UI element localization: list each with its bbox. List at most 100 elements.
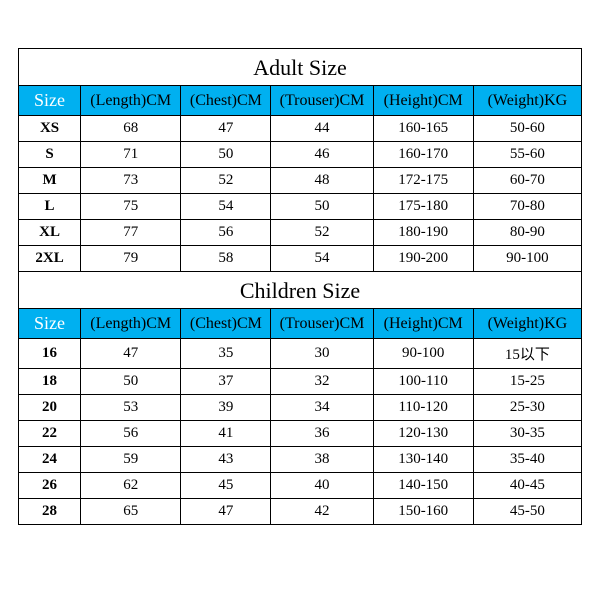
table-row: 18 50 37 32 100-110 15-25 — [19, 369, 582, 395]
cell-length: 47 — [81, 339, 181, 369]
cell-size: 22 — [19, 421, 81, 447]
cell-trouser: 46 — [271, 142, 373, 168]
cell-chest: 35 — [181, 339, 271, 369]
cell-height: 110-120 — [373, 395, 473, 421]
cell-trouser: 40 — [271, 473, 373, 499]
size-chart-table: Adult Size Size (Length)CM (Chest)CM (Tr… — [18, 48, 582, 525]
table-row: XL 77 56 52 180-190 80-90 — [19, 220, 582, 246]
cell-size: 18 — [19, 369, 81, 395]
cell-size: 28 — [19, 499, 81, 525]
size-chart-page: Adult Size Size (Length)CM (Chest)CM (Tr… — [0, 0, 600, 600]
cell-trouser: 48 — [271, 168, 373, 194]
cell-weight: 60-70 — [473, 168, 581, 194]
cell-weight: 70-80 — [473, 194, 581, 220]
cell-chest: 41 — [181, 421, 271, 447]
cell-size: XS — [19, 116, 81, 142]
cell-chest: 45 — [181, 473, 271, 499]
cell-chest: 47 — [181, 499, 271, 525]
cell-length: 77 — [81, 220, 181, 246]
cell-weight: 15以下 — [473, 339, 581, 369]
cell-height: 140-150 — [373, 473, 473, 499]
adult-title-row: Adult Size — [19, 49, 582, 86]
cell-chest: 39 — [181, 395, 271, 421]
cell-chest: 43 — [181, 447, 271, 473]
cell-height: 160-165 — [373, 116, 473, 142]
col-size: Size — [19, 86, 81, 116]
cell-chest: 37 — [181, 369, 271, 395]
cell-trouser: 38 — [271, 447, 373, 473]
cell-length: 50 — [81, 369, 181, 395]
col-trouser: (Trouser)CM — [271, 86, 373, 116]
col-length: (Length)CM — [81, 86, 181, 116]
cell-height: 175-180 — [373, 194, 473, 220]
adult-title: Adult Size — [19, 49, 582, 86]
cell-trouser: 50 — [271, 194, 373, 220]
cell-trouser: 30 — [271, 339, 373, 369]
table-row: 26 62 45 40 140-150 40-45 — [19, 473, 582, 499]
cell-weight: 15-25 — [473, 369, 581, 395]
col-size: Size — [19, 309, 81, 339]
cell-trouser: 54 — [271, 246, 373, 272]
cell-size: 24 — [19, 447, 81, 473]
cell-size: L — [19, 194, 81, 220]
cell-length: 59 — [81, 447, 181, 473]
cell-height: 120-130 — [373, 421, 473, 447]
children-header-row: Size (Length)CM (Chest)CM (Trouser)CM (H… — [19, 309, 582, 339]
cell-chest: 56 — [181, 220, 271, 246]
table-row: 28 65 47 42 150-160 45-50 — [19, 499, 582, 525]
cell-height: 150-160 — [373, 499, 473, 525]
cell-height: 180-190 — [373, 220, 473, 246]
cell-chest: 47 — [181, 116, 271, 142]
cell-weight: 90-100 — [473, 246, 581, 272]
cell-height: 100-110 — [373, 369, 473, 395]
cell-size: 20 — [19, 395, 81, 421]
cell-weight: 30-35 — [473, 421, 581, 447]
cell-size: S — [19, 142, 81, 168]
table-row: 20 53 39 34 110-120 25-30 — [19, 395, 582, 421]
cell-size: M — [19, 168, 81, 194]
cell-trouser: 32 — [271, 369, 373, 395]
cell-chest: 52 — [181, 168, 271, 194]
col-chest: (Chest)CM — [181, 86, 271, 116]
table-row: M 73 52 48 172-175 60-70 — [19, 168, 582, 194]
cell-height: 190-200 — [373, 246, 473, 272]
col-length: (Length)CM — [81, 309, 181, 339]
cell-trouser: 44 — [271, 116, 373, 142]
table-row: S 71 50 46 160-170 55-60 — [19, 142, 582, 168]
cell-height: 160-170 — [373, 142, 473, 168]
col-height: (Height)CM — [373, 86, 473, 116]
cell-chest: 58 — [181, 246, 271, 272]
table-row: 16 47 35 30 90-100 15以下 — [19, 339, 582, 369]
col-chest: (Chest)CM — [181, 309, 271, 339]
cell-weight: 25-30 — [473, 395, 581, 421]
table-row: XS 68 47 44 160-165 50-60 — [19, 116, 582, 142]
cell-size: 16 — [19, 339, 81, 369]
col-trouser: (Trouser)CM — [271, 309, 373, 339]
adult-header-row: Size (Length)CM (Chest)CM (Trouser)CM (H… — [19, 86, 582, 116]
cell-length: 56 — [81, 421, 181, 447]
cell-weight: 45-50 — [473, 499, 581, 525]
cell-length: 68 — [81, 116, 181, 142]
children-title-row: Children Size — [19, 272, 582, 309]
cell-size: 26 — [19, 473, 81, 499]
cell-height: 172-175 — [373, 168, 473, 194]
cell-height: 130-140 — [373, 447, 473, 473]
table-row: 2XL 79 58 54 190-200 90-100 — [19, 246, 582, 272]
cell-weight: 55-60 — [473, 142, 581, 168]
cell-length: 79 — [81, 246, 181, 272]
cell-length: 71 — [81, 142, 181, 168]
cell-length: 65 — [81, 499, 181, 525]
children-title: Children Size — [19, 272, 582, 309]
cell-trouser: 52 — [271, 220, 373, 246]
col-weight: (Weight)KG — [473, 86, 581, 116]
cell-weight: 50-60 — [473, 116, 581, 142]
col-height: (Height)CM — [373, 309, 473, 339]
cell-weight: 80-90 — [473, 220, 581, 246]
cell-length: 53 — [81, 395, 181, 421]
cell-trouser: 34 — [271, 395, 373, 421]
cell-chest: 50 — [181, 142, 271, 168]
cell-weight: 35-40 — [473, 447, 581, 473]
table-row: 24 59 43 38 130-140 35-40 — [19, 447, 582, 473]
table-row: 22 56 41 36 120-130 30-35 — [19, 421, 582, 447]
cell-size: 2XL — [19, 246, 81, 272]
